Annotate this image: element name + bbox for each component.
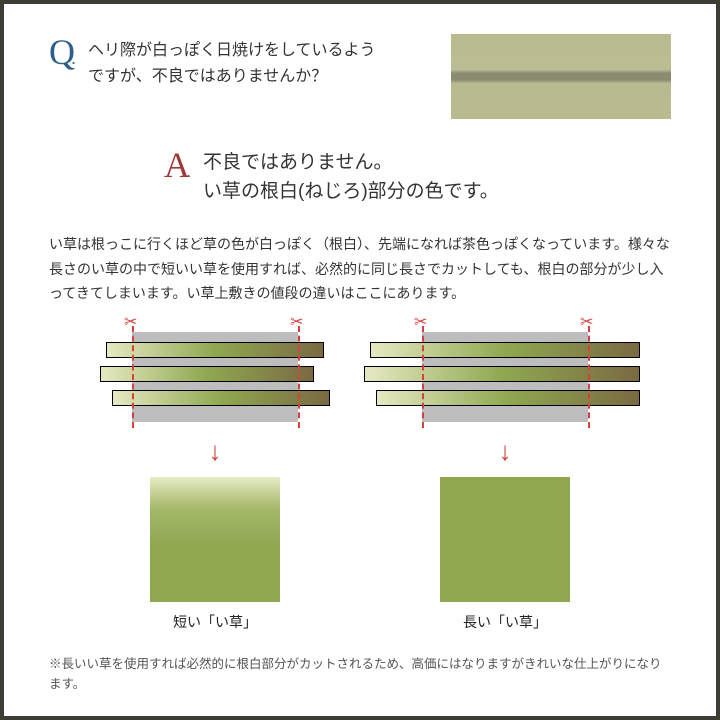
cut-line	[298, 326, 300, 428]
q-dot: .	[71, 48, 76, 68]
short-igusa-column: ✂✂ ↓ 短い「い草」	[100, 332, 330, 632]
footnote: ※長いい草を使用すれば必然的に根白部分がカットされるため、高価にはなりますがきれ…	[49, 654, 671, 694]
short-swatch	[150, 477, 280, 602]
igusa-strip	[106, 342, 324, 358]
a-line2: い草の根白(ねじろ)部分の色です。	[203, 181, 499, 202]
long-caption: 長い「い草」	[463, 612, 547, 632]
content-frame: Q. ヘリ際が白っぽく日焼けをしているよう ですが、不良ではありませんか？ A.…	[0, 0, 720, 720]
igusa-strip	[370, 342, 640, 358]
answer-text: 不良ではありません。 い草の根白(ねじろ)部分の色です。	[203, 147, 499, 206]
a-dot: .	[186, 161, 191, 181]
a-label: A.	[164, 147, 191, 183]
diagram-row: ✂✂ ↓ 短い「い草」 ✂✂ ↓ 長い「い草」	[49, 332, 671, 632]
q-line1: ヘリ際が白っぽく日焼けをしているよう	[88, 42, 376, 59]
cut-line	[588, 326, 590, 428]
explanation-paragraph: い草は根っこに行くほど草の色が白っぽく（根白）、先端になれば茶色っぽくなっていま…	[49, 232, 671, 306]
scissors-icon: ✂	[290, 312, 303, 332]
question-row: Q. ヘリ際が白っぽく日焼けをしているよう ですが、不良ではありませんか？	[49, 34, 671, 119]
question-text: ヘリ際が白っぽく日焼けをしているよう ですが、不良ではありませんか？	[88, 34, 439, 89]
a-line1: 不良ではありません。	[203, 152, 392, 173]
igusa-strip	[376, 390, 640, 406]
short-strips-diagram: ✂✂	[100, 332, 330, 422]
answer-row: A. 不良ではありません。 い草の根白(ねじろ)部分の色です。	[164, 147, 671, 206]
scissors-icon: ✂	[414, 312, 427, 332]
cut-line	[132, 326, 134, 428]
scissors-icon: ✂	[580, 312, 593, 332]
scissors-icon: ✂	[124, 312, 137, 332]
long-swatch	[440, 477, 570, 602]
igusa-strip	[364, 366, 640, 382]
arrow-down-icon: ↓	[499, 436, 512, 467]
arrow-down-icon: ↓	[209, 436, 222, 467]
long-strips-diagram: ✂✂	[390, 332, 620, 422]
q-label: Q.	[49, 34, 76, 70]
cut-line	[422, 326, 424, 428]
short-caption: 短い「い草」	[173, 612, 257, 632]
q-line2: ですが、不良ではありませんか？	[88, 68, 327, 85]
long-igusa-column: ✂✂ ↓ 長い「い草」	[390, 332, 620, 632]
tatami-photo	[451, 34, 671, 119]
